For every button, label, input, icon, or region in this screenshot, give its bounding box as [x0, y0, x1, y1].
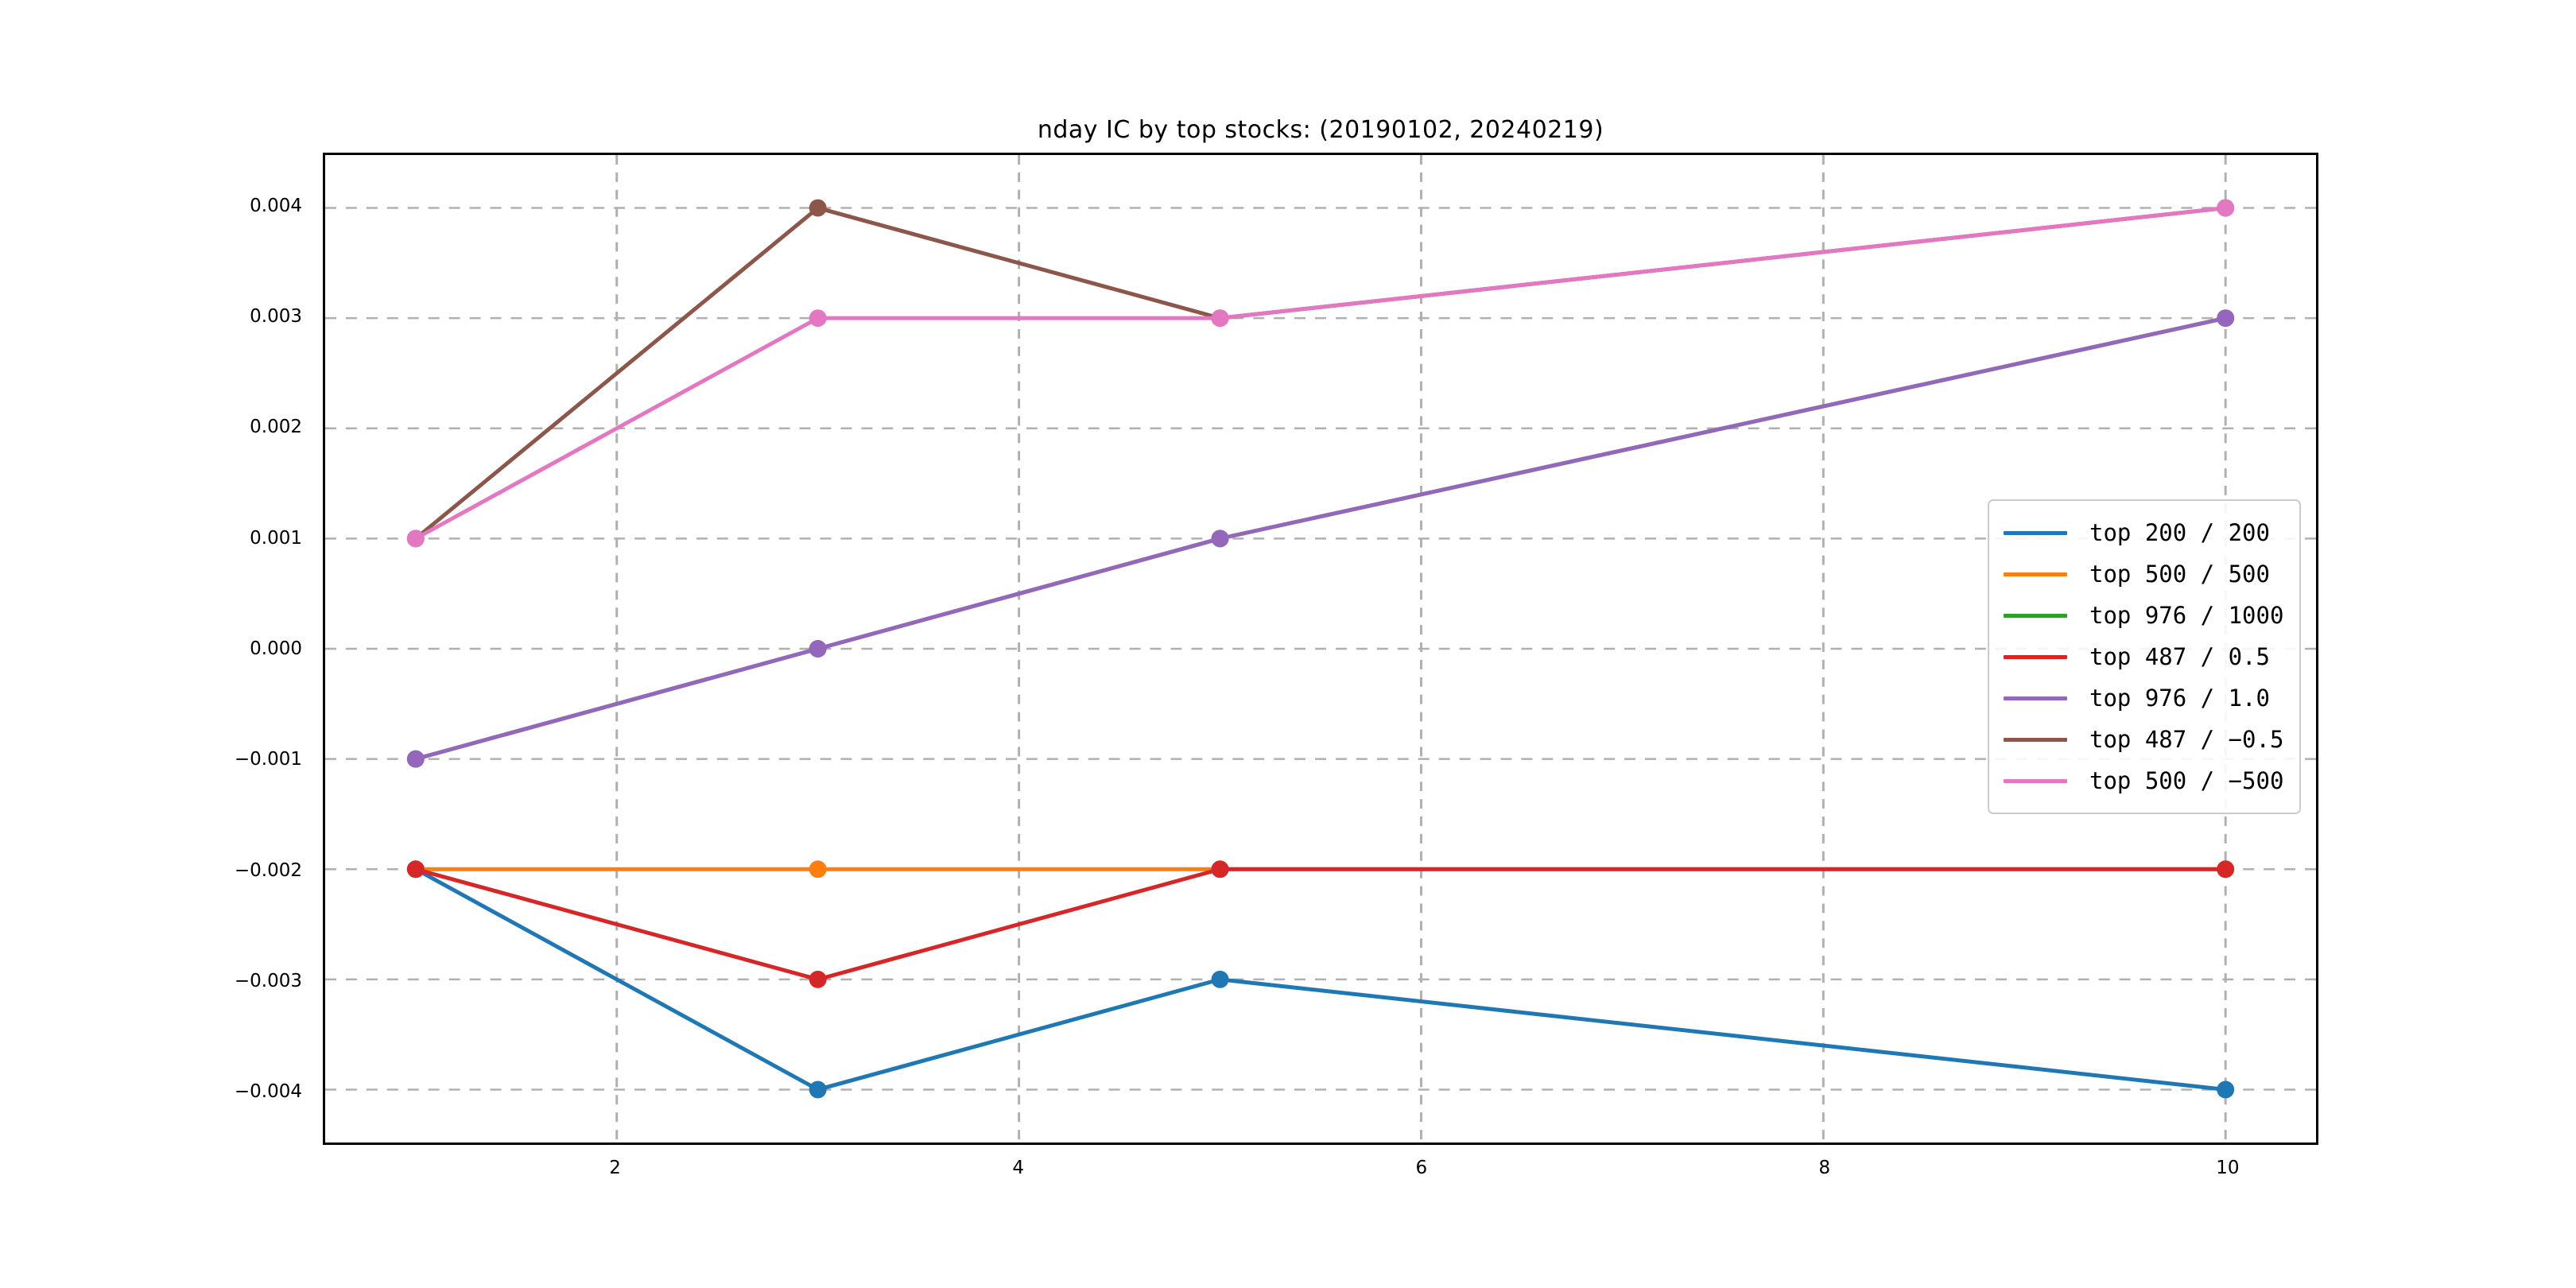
data-point-marker — [1211, 309, 1229, 328]
data-point-marker — [809, 640, 827, 658]
chart-title: nday IC by top stocks: (20190102, 202402… — [1037, 116, 1604, 144]
legend-color-swatch — [2004, 654, 2067, 659]
legend-color-swatch — [2004, 613, 2067, 618]
y-tick-label: −0.002 — [234, 859, 302, 881]
legend-color-swatch — [2004, 696, 2067, 700]
data-point-marker — [406, 750, 425, 768]
series-line — [413, 206, 2228, 541]
x-tick-label: 2 — [609, 1158, 621, 1178]
data-point-marker — [2217, 309, 2235, 328]
legend-item[interactable]: top 200 / 200 — [2004, 512, 2283, 553]
x-tick-label: 6 — [1415, 1158, 1428, 1178]
y-tick-label: 0.001 — [250, 527, 302, 549]
data-point-marker — [809, 970, 827, 988]
legend-item-label: top 487 / 0.5 — [2089, 643, 2270, 670]
data-point-marker — [406, 530, 425, 548]
legend-item[interactable]: top 976 / 1000 — [2004, 595, 2283, 636]
data-point-marker — [809, 860, 827, 879]
x-axis-tick-labels: 2 4 6 8 10 — [323, 1158, 2318, 1197]
chart-legend[interactable]: top 200 / 200 top 500 / 500 top 976 / 1000… — [1988, 499, 2302, 814]
y-tick-label: −0.003 — [234, 970, 302, 991]
legend-item[interactable]: top 500 / −500 — [2004, 760, 2283, 801]
series-6 — [406, 199, 2235, 548]
legend-color-swatch — [2004, 737, 2067, 742]
y-tick-label: 0.000 — [250, 638, 302, 659]
x-tick-label: 10 — [2216, 1158, 2240, 1178]
legend-color-swatch — [2004, 778, 2067, 783]
series-5 — [406, 199, 2235, 548]
data-point-marker — [2217, 1080, 2235, 1099]
x-tick-label: 8 — [1818, 1158, 1831, 1178]
legend-item-label: top 976 / 1.0 — [2089, 685, 2270, 712]
legend-color-swatch — [2004, 530, 2067, 535]
data-point-marker — [1211, 970, 1229, 988]
x-tick-label: 4 — [1012, 1158, 1025, 1178]
series-line — [413, 206, 2228, 541]
legend-item[interactable]: top 500 / 500 — [2004, 553, 2283, 595]
legend-item-label: top 976 / 1000 — [2089, 602, 2284, 629]
series-line — [413, 867, 2228, 982]
y-tick-label: 0.004 — [250, 195, 302, 216]
y-tick-label: 0.002 — [250, 417, 302, 438]
legend-item-label: top 500 / 500 — [2089, 561, 2270, 588]
series-line — [413, 867, 2228, 1092]
legend-item-label: top 200 / 200 — [2089, 519, 2270, 546]
plot-area — [323, 153, 2318, 1145]
data-point-marker — [2217, 199, 2235, 217]
y-tick-label: −0.004 — [234, 1081, 302, 1103]
legend-color-swatch — [2004, 572, 2067, 576]
series-line — [413, 316, 2228, 762]
legend-item-label: top 487 / −0.5 — [2089, 726, 2284, 753]
series-lines — [406, 199, 2235, 1099]
plot-svg — [325, 155, 2316, 1143]
series-3 — [406, 860, 2235, 988]
legend-item[interactable]: top 487 / −0.5 — [2004, 719, 2283, 760]
legend-item[interactable]: top 976 / 1.0 — [2004, 677, 2283, 719]
data-point-marker — [1211, 860, 1229, 879]
data-point-marker — [2217, 860, 2235, 879]
legend-item[interactable]: top 487 / 0.5 — [2004, 636, 2283, 677]
data-point-marker — [1211, 530, 1229, 548]
data-point-marker — [809, 309, 827, 328]
y-tick-label: −0.001 — [234, 749, 302, 770]
data-point-marker — [406, 860, 425, 879]
y-tick-label: 0.003 — [250, 306, 302, 328]
series-4 — [406, 309, 2235, 768]
legend-item-label: top 500 / −500 — [2089, 767, 2284, 794]
y-axis-tick-labels: 0.004 0.003 0.002 0.001 0.000 −0.001 −0.002 −0.… — [111, 153, 302, 1145]
data-point-marker — [809, 199, 827, 217]
data-point-marker — [809, 1080, 827, 1099]
